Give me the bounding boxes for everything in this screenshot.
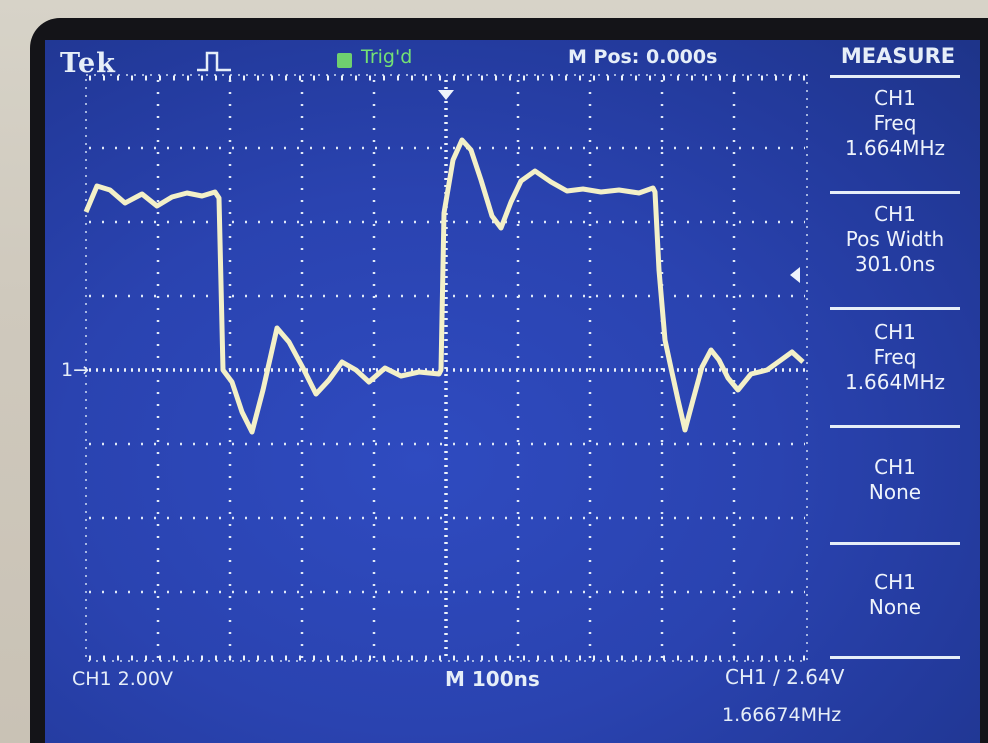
run-state-icon [337,53,352,68]
trigger-setting-readout: CH1 ∕ 2.64V [725,665,845,689]
trigger-pulse-icon [197,51,231,72]
trigger-position-marker [438,90,454,100]
measure-slot-value: 1.664MHz [844,136,946,160]
ch1-waveform-trace [83,137,805,435]
ch1-ground-marker: 1→ [61,359,90,381]
measure-slot-2[interactable]: CH1 Pos Width 301.0ns [825,202,965,277]
measure-slot-type: None [868,595,922,619]
menu-divider [830,542,960,545]
graticule-outline [85,74,808,662]
menu-divider [830,75,960,78]
menu-divider [830,656,960,659]
measure-slot-4[interactable]: CH1 None [825,455,965,505]
measure-slot-source: CH1 [874,202,916,226]
channel-scale-readout: CH1 2.00V [72,668,173,690]
measure-slot-type: Pos Width [845,227,945,251]
measure-slot-type: Freq [873,345,917,369]
main-position: M Pos: 0.000s [568,46,718,68]
measure-menu-title: MEASURE [840,44,956,68]
measure-slot-source: CH1 [874,570,916,594]
measure-slot-3[interactable]: CH1 Freq 1.664MHz [825,320,965,395]
measure-slot-type: Freq [873,111,917,135]
measure-slot-type: None [868,480,922,504]
measure-slot-source: CH1 [874,320,916,344]
measure-slot-value: 301.0ns [854,252,936,276]
menu-divider [830,307,960,310]
menu-divider [830,425,960,428]
measure-slot-5[interactable]: CH1 None [825,570,965,620]
timebase-readout: M 100ns [445,667,540,691]
menu-divider [830,191,960,194]
graticule [83,74,808,662]
measure-slot-source: CH1 [874,86,916,110]
measure-slot-source: CH1 [874,455,916,479]
brand-logo: Tek [60,48,116,79]
measure-slot-1[interactable]: CH1 Freq 1.664MHz [825,86,965,161]
trigger-level-marker [790,267,800,283]
oscilloscope-screen: Tek Trig'd M Pos: 0.000s [45,40,980,743]
measure-slot-value: 1.664MHz [844,370,946,394]
trigger-status: Trig'd [361,46,413,68]
trigger-frequency-readout: 1.66674MHz [722,704,842,726]
graticule-center-axes [89,80,805,658]
